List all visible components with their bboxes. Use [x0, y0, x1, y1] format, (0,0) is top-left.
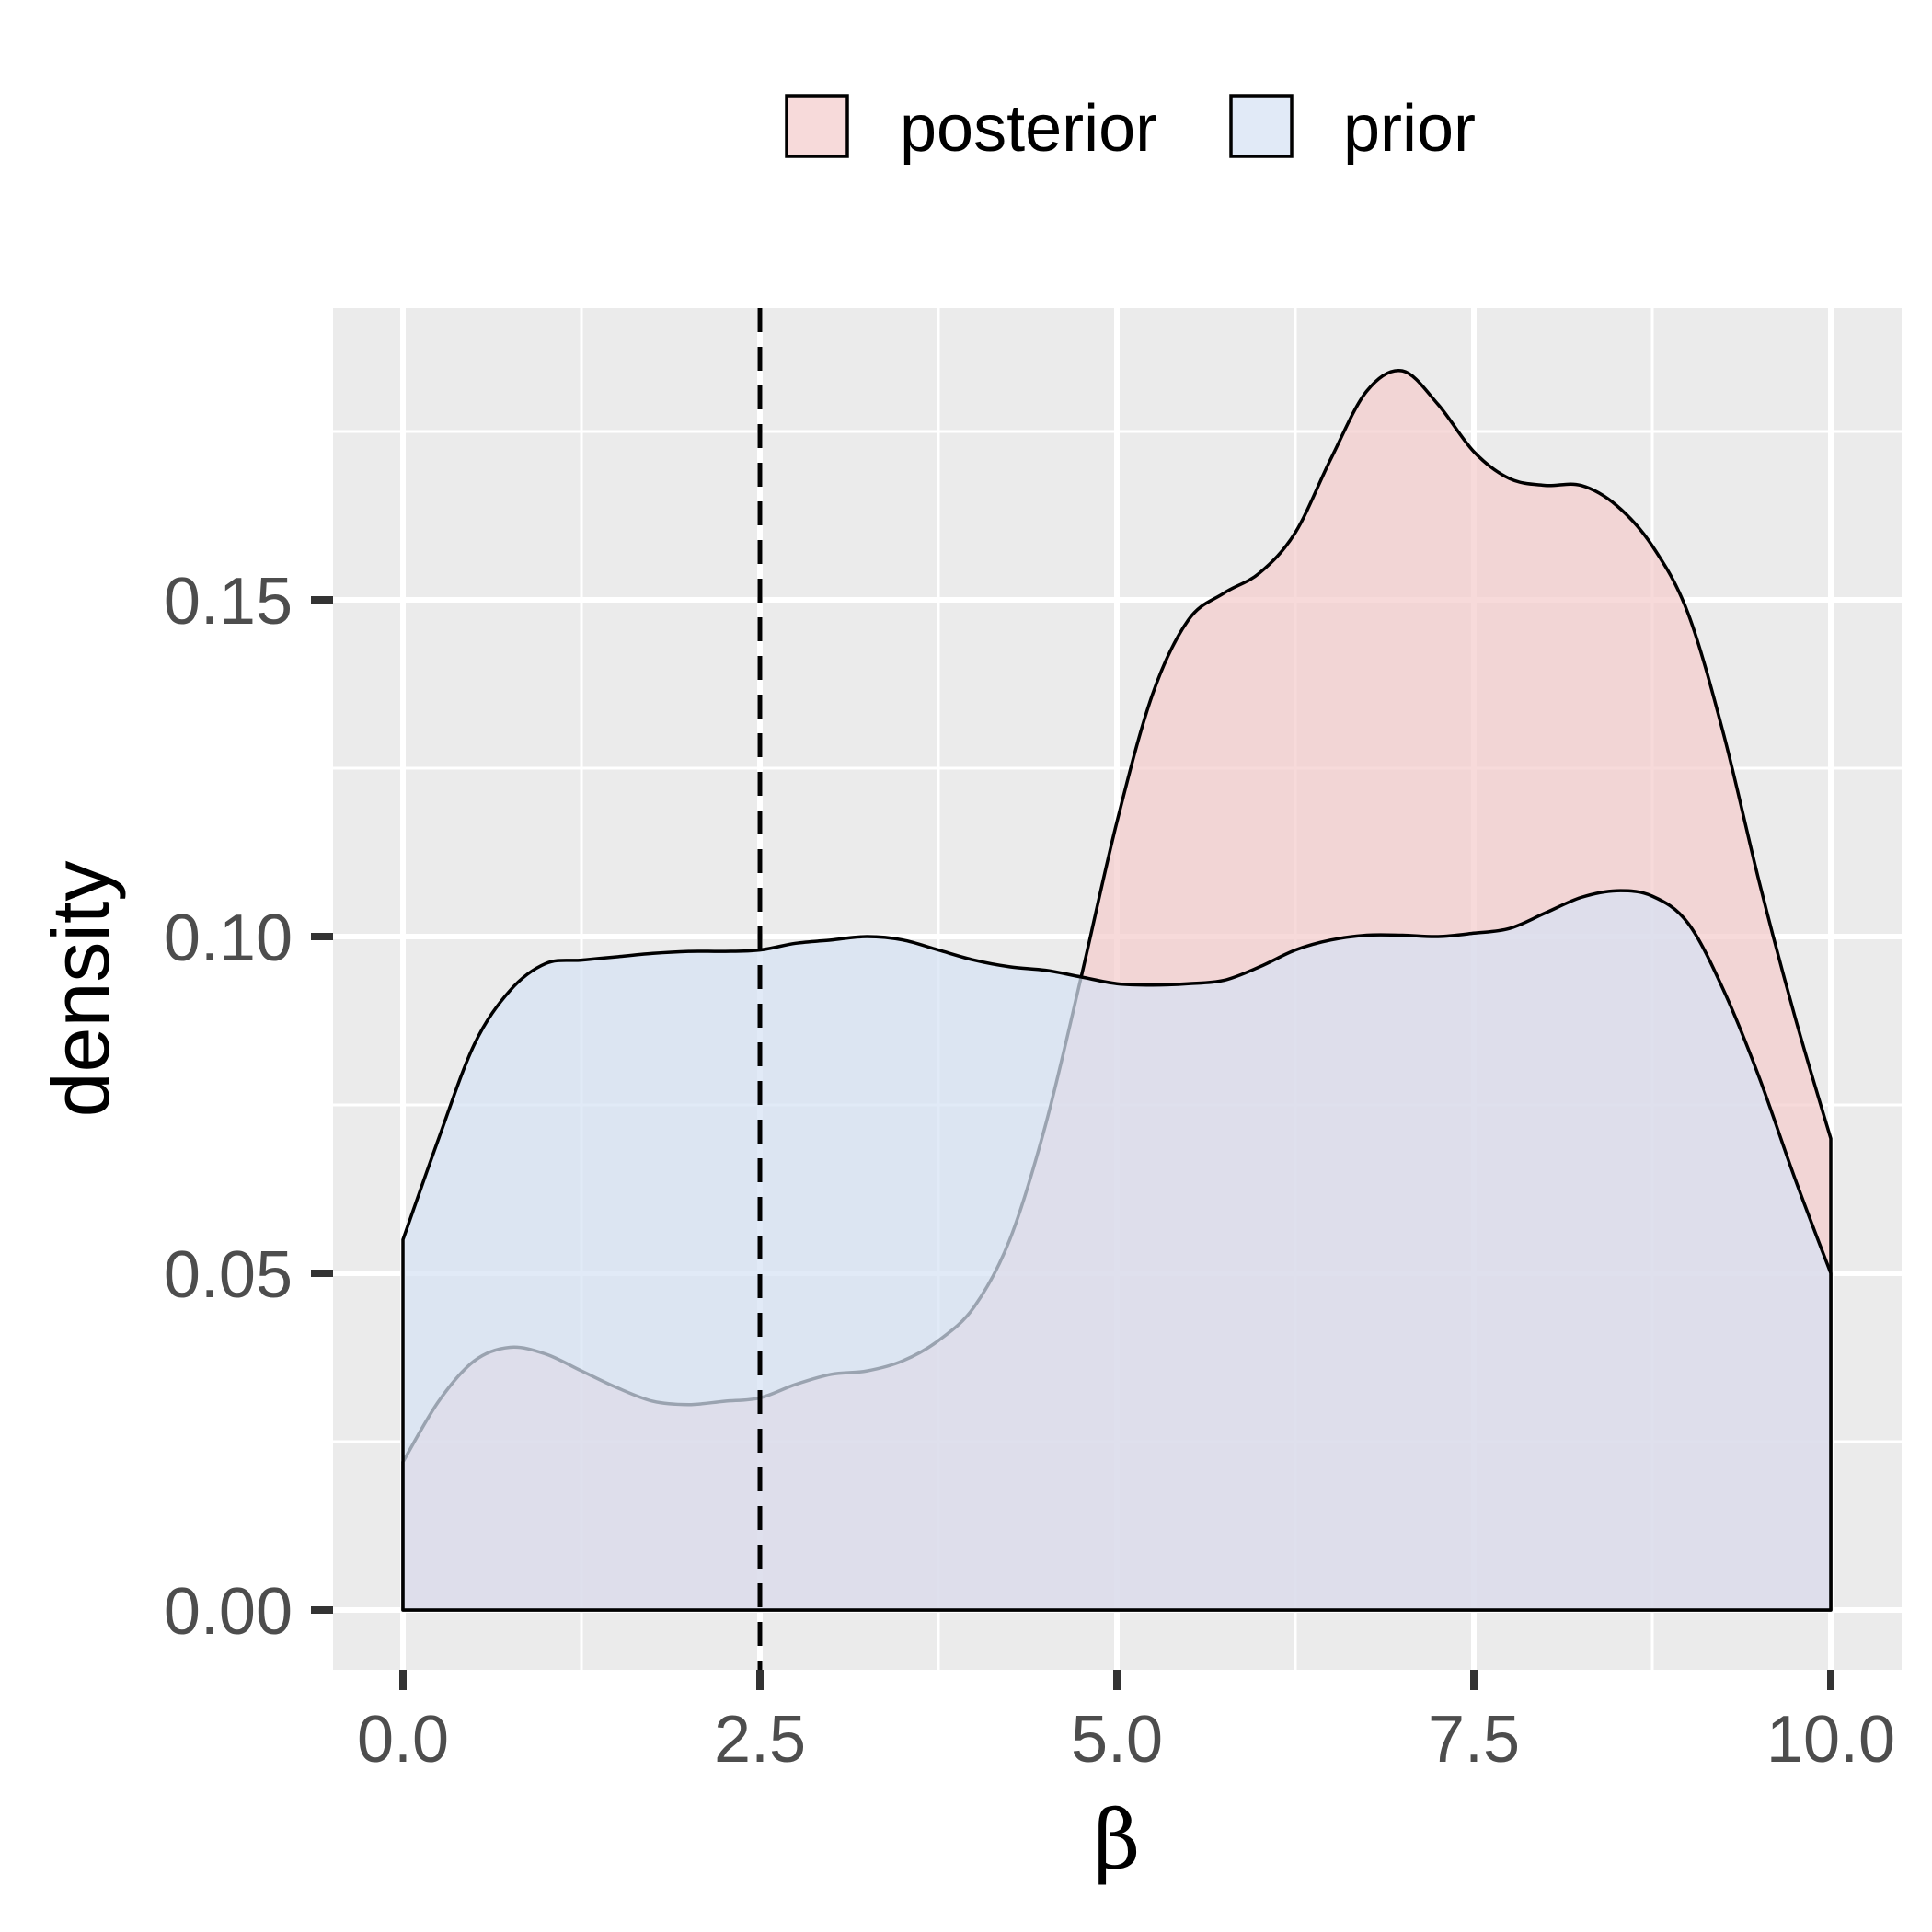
y-tick-label: 0.15 — [164, 565, 293, 638]
y-tick-label: 0.05 — [164, 1238, 293, 1312]
y-tick-label: 0.10 — [164, 902, 293, 975]
y-tick-label: 0.00 — [164, 1575, 293, 1649]
density-area-prior — [401, 889, 1833, 1612]
legend-label-posterior: posterior — [900, 92, 1157, 166]
x-tick-label: 0.0 — [357, 1703, 449, 1777]
x-tick-label: 10.0 — [1766, 1703, 1895, 1777]
legend-label-prior: prior — [1343, 92, 1476, 166]
legend-key-posterior — [785, 94, 849, 158]
x-axis-title: β — [1094, 1792, 1141, 1887]
x-tick-label: 5.0 — [1071, 1703, 1163, 1777]
y-axis-ticks: 0.00 0.05 0.10 0.15 — [164, 565, 333, 1649]
x-tick-label: 7.5 — [1428, 1703, 1520, 1777]
legend: posterior prior — [785, 92, 1476, 166]
x-axis-ticks: 0.0 2.5 5.0 7.5 10.0 — [357, 1670, 1895, 1777]
y-axis-title: density — [35, 861, 126, 1118]
x-tick-label: 2.5 — [714, 1703, 806, 1777]
legend-key-prior — [1229, 94, 1294, 158]
